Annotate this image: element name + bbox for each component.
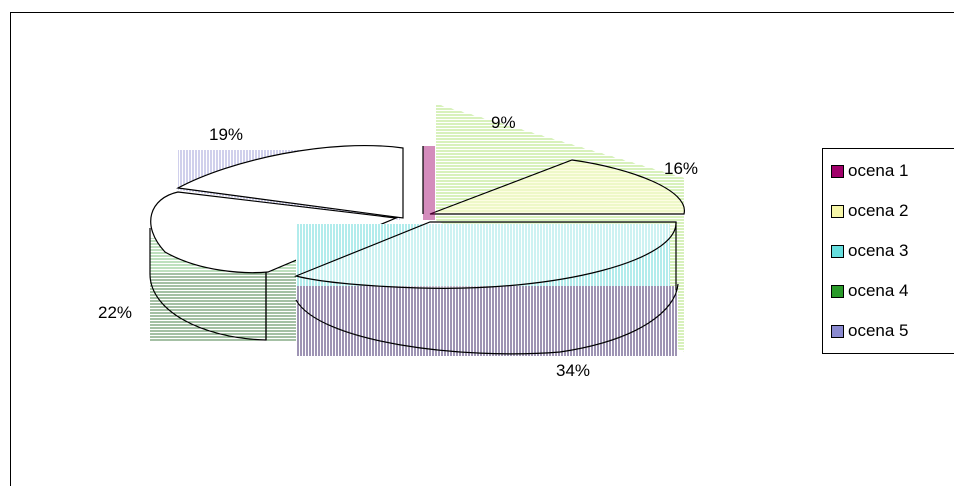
legend-swatch <box>831 284 844 298</box>
label-extra: 9% <box>491 113 516 132</box>
label-ocena-2: 16% <box>664 159 698 178</box>
legend-swatch <box>831 204 844 218</box>
legend-item: ocena 5 <box>823 319 909 343</box>
label-ocena-5: 19% <box>209 125 243 144</box>
legend-swatch <box>831 164 844 178</box>
legend-item: ocena 2 <box>823 199 909 223</box>
slice-ocena-5 <box>176 144 404 220</box>
chart-area <box>10 12 954 486</box>
slice-ocena-1 <box>422 146 435 220</box>
legend-label: ocena 1 <box>848 161 909 180</box>
slice-ocena-3 <box>294 221 679 356</box>
legend-item: ocena 3 <box>823 239 909 263</box>
legend-label: ocena 2 <box>848 201 909 220</box>
legend-swatch <box>831 244 844 258</box>
legend-label: ocena 5 <box>848 321 909 340</box>
legend-item: ocena 1 <box>823 159 909 183</box>
legend-label: ocena 3 <box>848 241 909 260</box>
legend: ocena 1 ocena 2 ocena 3 ocena 4 ocena 5 <box>822 148 954 354</box>
slice-ocena-4 <box>149 191 399 341</box>
label-ocena-3: 34% <box>556 361 590 380</box>
legend-swatch <box>831 324 844 338</box>
legend-label: ocena 4 <box>848 281 909 300</box>
legend-item: ocena 4 <box>823 279 909 303</box>
label-ocena-4: 22% <box>98 303 132 322</box>
